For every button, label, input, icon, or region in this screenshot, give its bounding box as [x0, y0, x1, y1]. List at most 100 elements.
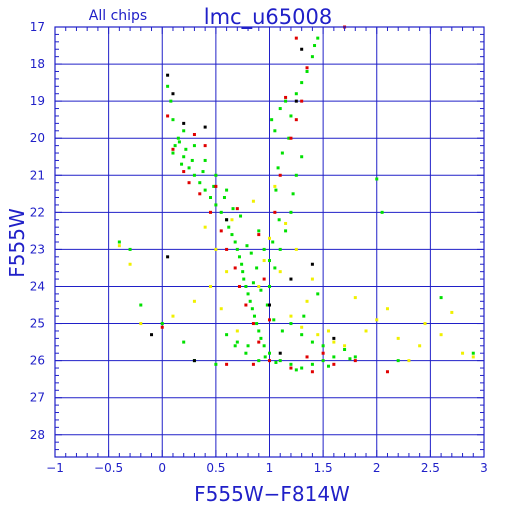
data-point [310, 277, 314, 281]
data-point [255, 266, 259, 270]
data-point [289, 314, 293, 318]
data-point [396, 336, 400, 340]
data-point [203, 225, 207, 229]
data-point [225, 218, 229, 222]
data-point [244, 351, 248, 355]
data-point [219, 210, 223, 214]
data-point [190, 158, 194, 162]
data-points [117, 25, 475, 374]
data-point [289, 136, 293, 140]
data-point [313, 44, 317, 48]
y-tick-labels: 17 18 19 20 21 22 23 24 25 26 27 28 [30, 20, 45, 442]
data-point [332, 355, 336, 359]
data-point [171, 151, 175, 155]
data-point [277, 218, 281, 222]
data-point [214, 173, 218, 177]
data-point [160, 322, 164, 326]
y-tick-label: 19 [30, 94, 45, 108]
data-point [160, 325, 164, 329]
data-point [257, 340, 261, 344]
data-point [173, 144, 177, 148]
data-point [128, 262, 132, 266]
data-point [326, 364, 330, 368]
data-point [280, 329, 284, 333]
data-point [171, 147, 175, 151]
data-point [203, 125, 207, 129]
data-point [270, 118, 274, 122]
data-point [219, 307, 223, 311]
data-point [171, 118, 175, 122]
data-point [300, 47, 304, 51]
data-point [219, 229, 223, 233]
data-point [240, 262, 244, 266]
data-point [169, 99, 173, 103]
data-point [273, 210, 277, 214]
data-point [171, 314, 175, 318]
data-point [203, 144, 207, 148]
data-point [380, 210, 384, 214]
data-point [233, 266, 237, 270]
data-point [225, 188, 229, 192]
data-point [259, 336, 263, 340]
data-point [150, 333, 154, 337]
data-point [139, 322, 143, 326]
data-point [268, 359, 271, 363]
data-point [471, 355, 475, 359]
data-point [302, 314, 306, 318]
data-point [316, 36, 320, 40]
data-point [225, 333, 229, 337]
data-point [177, 140, 181, 144]
data-point [321, 351, 325, 355]
data-point [259, 288, 263, 292]
data-point [235, 247, 239, 251]
data-point [268, 259, 271, 263]
data-point [198, 181, 202, 185]
data-point [212, 184, 216, 188]
data-point [284, 229, 288, 233]
data-point [268, 303, 271, 307]
data-point [237, 255, 241, 259]
data-point [209, 210, 213, 214]
data-point [332, 362, 336, 366]
x-axis-label: F555W−F814W [194, 482, 350, 506]
data-point [450, 310, 454, 314]
data-point [262, 259, 266, 263]
data-point [262, 277, 266, 281]
data-point [251, 322, 255, 326]
data-point [471, 351, 475, 355]
data-point [166, 255, 170, 259]
data-point [289, 277, 293, 281]
data-point [418, 344, 422, 348]
data-point [128, 247, 132, 251]
data-point [289, 362, 293, 366]
data-point [294, 36, 298, 40]
data-point [235, 207, 239, 211]
chart-subtitle: All chips [89, 8, 147, 24]
y-tick-label: 22 [30, 205, 45, 219]
data-point [276, 166, 280, 170]
data-point [310, 55, 314, 59]
data-point [231, 207, 235, 211]
data-point [291, 192, 295, 196]
data-point [364, 329, 368, 333]
data-point [321, 344, 325, 348]
data-point [117, 244, 121, 248]
data-point [294, 99, 298, 103]
data-point [353, 355, 357, 359]
data-point [182, 170, 186, 174]
data-point [289, 114, 293, 118]
data-point [235, 340, 239, 344]
y-tick-label: 20 [30, 131, 45, 145]
data-point [268, 351, 271, 355]
data-point [385, 307, 389, 311]
x-tick-label: −1 [46, 461, 64, 475]
x-tick-label: −0.5 [94, 461, 123, 475]
data-point [272, 318, 276, 322]
data-point [305, 69, 309, 73]
x-tick-label: 0 [158, 461, 166, 475]
data-point [203, 158, 207, 162]
data-point [187, 166, 191, 170]
data-point [192, 144, 196, 148]
